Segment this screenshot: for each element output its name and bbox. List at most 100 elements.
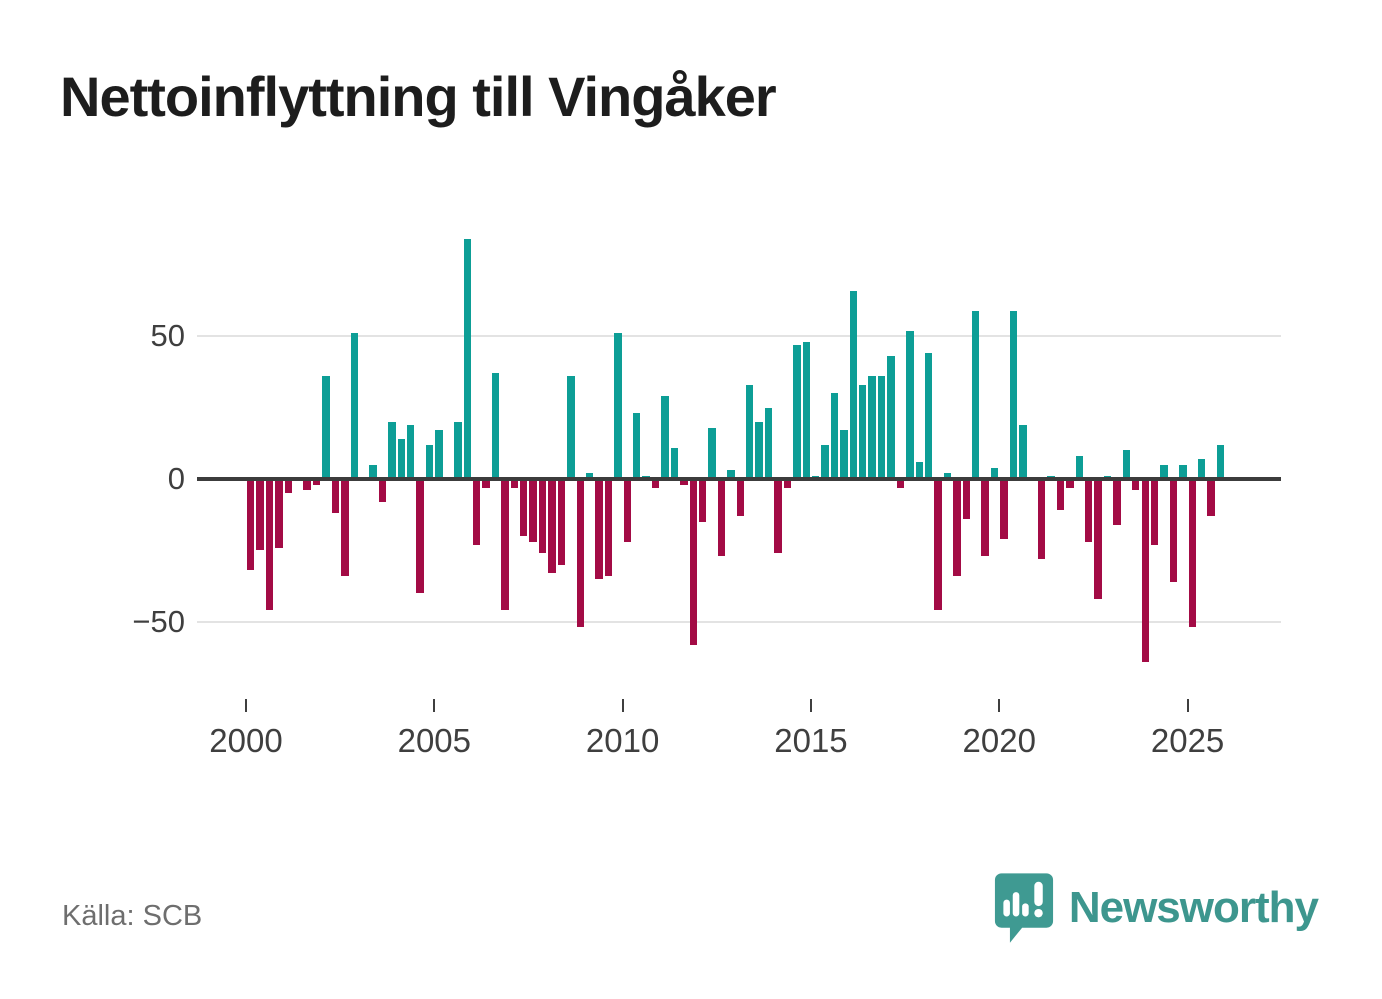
y-tick-label-0: 0 <box>167 461 185 496</box>
bar-2013Q1 <box>736 479 745 517</box>
bar-2017Q3 <box>906 330 914 479</box>
bar-2025Q4 <box>1216 444 1225 479</box>
bar-2009Q3 <box>604 479 613 577</box>
bar-2002Q1 <box>322 376 330 479</box>
x-tick-2005 <box>433 699 436 712</box>
bar-2001Q1 <box>284 479 293 494</box>
bar-2023Q4 <box>1141 479 1149 662</box>
bar-2024Q2 <box>1160 464 1168 479</box>
x-axis-zero-line <box>197 477 1281 481</box>
bar-2008Q2 <box>557 479 566 565</box>
newsworthy-wordmark: Newsworthy <box>1068 883 1319 932</box>
bar-2012Q2 <box>708 427 716 479</box>
bar-2009Q4 <box>614 333 622 479</box>
bar-2017Q1 <box>887 356 895 479</box>
bar-2010Q4 <box>651 479 660 488</box>
x-tick-2000 <box>245 699 247 712</box>
x-tick-label-2015: 2015 <box>774 722 848 759</box>
bar-2007Q1 <box>510 479 519 488</box>
bar-2018Q3 <box>943 473 952 479</box>
bar-2023Q2 <box>1122 450 1131 479</box>
bar-2014Q4 <box>802 341 810 479</box>
bar-2010Q1 <box>623 479 632 542</box>
newsworthy-logo-icon <box>994 873 1053 943</box>
bar-2018Q4 <box>953 479 961 577</box>
x-tick-label-2025: 2025 <box>1150 722 1225 759</box>
bar-2007Q2 <box>520 479 528 537</box>
x-tick-2010 <box>621 699 624 712</box>
bar-2025Q2 <box>1198 459 1206 479</box>
bar-2016Q1 <box>849 290 857 479</box>
bar-2011Q2 <box>670 447 679 479</box>
bar-2013Q4 <box>764 407 773 479</box>
bar-2008Q3 <box>567 376 575 479</box>
bar-2016Q4 <box>877 376 886 479</box>
y-tick-label-50: 50 <box>150 318 185 354</box>
bar-2019Q1 <box>962 479 970 519</box>
bar-2000Q1 <box>247 479 255 571</box>
bar-2002Q3 <box>341 479 349 577</box>
bar-2009Q2 <box>595 479 603 579</box>
bar-2021Q3 <box>1056 479 1065 511</box>
bar-2007Q3 <box>529 479 537 542</box>
gridline--50 <box>197 621 1281 623</box>
x-tick-2020 <box>998 699 1001 712</box>
bar-2021Q1 <box>1037 479 1046 559</box>
bar-2003Q2 <box>369 464 377 479</box>
bar-2019Q3 <box>981 479 989 557</box>
bar-2003Q4 <box>388 421 396 479</box>
bar-2007Q4 <box>538 479 547 554</box>
bar-2009Q1 <box>585 473 594 479</box>
bar-2018Q1 <box>924 353 933 479</box>
x-tick-label-2000: 2000 <box>209 722 283 759</box>
bar-2020Q2 <box>1009 310 1018 479</box>
bar-2022Q2 <box>1085 479 1093 542</box>
bar-2005Q1 <box>435 430 443 479</box>
bar-2024Q1 <box>1150 479 1159 545</box>
bar-2013Q3 <box>755 421 763 479</box>
gridline-50 <box>197 335 1281 337</box>
bar-2025Q1 <box>1188 479 1196 628</box>
bar-2006Q4 <box>501 479 509 611</box>
bar-2023Q3 <box>1132 479 1140 491</box>
bar-2004Q1 <box>397 439 406 479</box>
bar-2014Q3 <box>793 344 801 479</box>
bar-2021Q4 <box>1066 479 1074 488</box>
x-tick-label-2010: 2010 <box>585 722 660 759</box>
bar-2008Q1 <box>548 479 556 574</box>
bar-2020Q3 <box>1019 424 1027 479</box>
bar-2006Q3 <box>491 373 500 479</box>
bar-2024Q4 <box>1179 464 1187 479</box>
bar-2004Q3 <box>416 479 424 594</box>
bar-2002Q2 <box>331 479 340 514</box>
bar-2000Q3 <box>265 479 274 611</box>
bar-2005Q4 <box>463 239 471 479</box>
bar-2022Q1 <box>1075 456 1083 479</box>
bar-2001Q3 <box>303 479 311 491</box>
x-tick-2015 <box>809 699 812 712</box>
bar-2022Q3 <box>1094 479 1102 599</box>
bar-2018Q2 <box>934 479 942 611</box>
bar-2011Q4 <box>689 479 697 645</box>
x-tick-2025 <box>1186 699 1189 712</box>
bar-2019Q2 <box>972 310 980 479</box>
chart-title: Nettoinflyttning till Vingåker <box>60 65 777 128</box>
bar-2011Q1 <box>661 396 669 479</box>
bar-2004Q4 <box>425 444 434 479</box>
bar-2004Q2 <box>407 424 415 479</box>
bar-2012Q3 <box>717 479 726 557</box>
bar-2015Q2 <box>821 444 829 479</box>
bar-2017Q2 <box>896 479 905 488</box>
bar-2014Q2 <box>783 479 792 488</box>
bar-2016Q2 <box>859 384 867 479</box>
bar-2017Q4 <box>915 461 923 479</box>
bar-2010Q2 <box>633 413 641 479</box>
x-tick-label-2005: 2005 <box>397 722 472 759</box>
bar-2014Q1 <box>774 479 782 554</box>
bar-2000Q2 <box>256 479 264 551</box>
bar-2013Q2 <box>746 384 754 479</box>
bar-2019Q4 <box>990 467 999 479</box>
bar-2005Q3 <box>454 421 462 479</box>
bar-2006Q1 <box>472 479 481 545</box>
bar-2025Q3 <box>1207 479 1215 517</box>
